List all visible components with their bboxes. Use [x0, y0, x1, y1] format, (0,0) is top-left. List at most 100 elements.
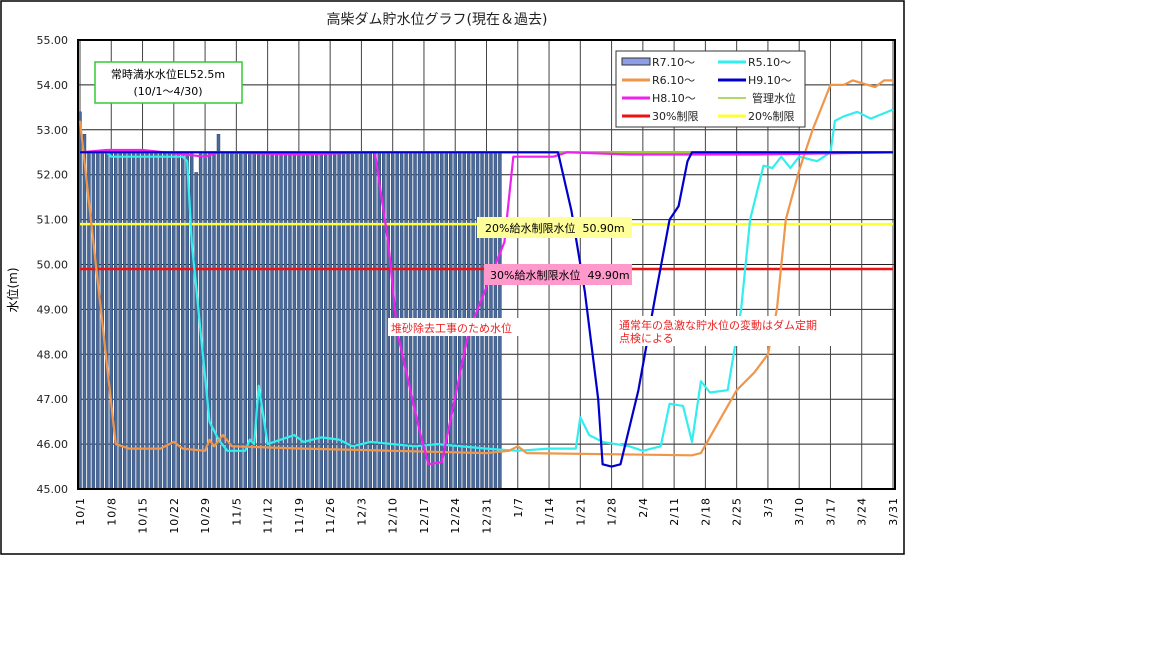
x-tick-label: 10/1 — [74, 497, 87, 526]
bar — [105, 152, 109, 490]
x-tick-label: 2/25 — [731, 497, 744, 526]
limit20-annotation: 20%給水制限水位 50.90m — [477, 217, 632, 238]
bar — [243, 152, 248, 490]
x-tick-label: 1/7 — [512, 497, 525, 518]
bar — [292, 152, 297, 490]
bar — [248, 152, 252, 490]
x-tick-label: 10/22 — [168, 497, 181, 534]
x-tick-label: 3/10 — [793, 497, 806, 526]
y-tick-label: 50.00 — [37, 259, 69, 272]
y-tick-label: 55.00 — [37, 34, 69, 47]
series-line-2 — [78, 79, 893, 457]
legend-label: R6.10～ — [652, 74, 695, 87]
legend-label: 20%制限 — [748, 110, 794, 123]
limit20-label: 20%給水制限水位 50.90m — [485, 221, 625, 235]
full-level-line1: 常時満水水位EL52.5m — [111, 67, 225, 81]
limit30-label: 30%給水制限水位 49.90m — [490, 268, 630, 282]
legend-swatch-bar — [621, 57, 651, 66]
x-tick-label: 2/4 — [637, 497, 650, 518]
sediment-note-text: 堆砂除去工事のため水位 — [391, 321, 512, 335]
bar — [149, 152, 154, 490]
bar — [373, 152, 377, 490]
x-tick-label: 10/29 — [199, 497, 212, 534]
bar — [176, 152, 180, 490]
inspection-note-line2: 点検による — [619, 331, 674, 345]
bar — [189, 152, 194, 490]
x-tick-label: 3/17 — [824, 497, 837, 526]
bar — [350, 152, 355, 490]
y-tick-label: 46.00 — [37, 438, 69, 451]
x-tick-label: 2/11 — [668, 497, 681, 526]
y-tick-label: 45.00 — [37, 483, 69, 496]
legend-label: 30%制限 — [652, 110, 698, 123]
bar — [270, 152, 274, 490]
bar — [163, 152, 167, 490]
chart-title: 高柴ダム貯水位グラフ(現在＆過去) — [327, 11, 548, 28]
bar — [288, 152, 292, 490]
bar — [91, 152, 96, 490]
bar — [158, 152, 163, 490]
bar — [368, 152, 373, 490]
x-tick-label: 11/5 — [230, 497, 243, 526]
bar — [234, 152, 239, 490]
bar — [109, 152, 113, 490]
y-tick-label: 53.00 — [37, 124, 69, 137]
bar — [167, 152, 172, 490]
bar — [306, 152, 310, 490]
bar — [261, 152, 265, 490]
x-tick-label: 10/8 — [105, 497, 118, 526]
full-level-line2: (10/1～4/30) — [134, 85, 203, 98]
bar — [154, 152, 158, 490]
inspection-note-line1: 通常年の急激な貯水位の変動はダム定期 — [619, 318, 817, 332]
bar — [341, 152, 346, 490]
legend-label: R7.10～ — [652, 56, 695, 69]
bar — [82, 134, 87, 490]
full-level-annotation: 常時満水水位EL52.5m (10/1～4/30) — [94, 61, 243, 104]
bar — [359, 152, 364, 490]
bar-series-r7 — [78, 111, 502, 490]
y-tick-label: 47.00 — [37, 393, 69, 406]
bar — [127, 152, 131, 490]
x-axis-ticks: 10/1 10/8 10/15 10/22 10/29 11/5 11/12 11/19 11/… — [74, 497, 900, 534]
bar — [118, 152, 122, 490]
legend-label: H9.10～ — [748, 74, 792, 87]
x-tick-label: 12/24 — [449, 497, 462, 534]
bar — [364, 152, 368, 490]
bar — [301, 152, 306, 490]
limit30-annotation: 30%給水制限水位 49.90m — [484, 264, 632, 285]
x-tick-label: 11/12 — [262, 497, 275, 534]
x-tick-label: 1/14 — [543, 497, 556, 526]
bar — [96, 152, 100, 490]
plot-border — [77, 39, 896, 490]
y-tick-label: 52.00 — [37, 169, 69, 182]
bar — [122, 152, 127, 490]
bar — [256, 152, 261, 490]
x-tick-label: 12/31 — [481, 497, 494, 534]
x-tick-label: 3/3 — [762, 497, 775, 518]
x-tick-label: 3/31 — [887, 497, 900, 526]
bar — [181, 152, 185, 490]
x-tick-label: 11/26 — [324, 497, 337, 534]
bar — [212, 152, 216, 490]
x-tick-label: 12/10 — [387, 497, 400, 534]
bar — [230, 152, 234, 490]
inspection-note: 通常年の急激な貯水位の変動はダム定期 点検による — [616, 316, 838, 346]
x-tick-label: 12/3 — [355, 497, 368, 526]
series-line-4 — [79, 148, 894, 466]
bar — [355, 152, 359, 490]
bar — [172, 152, 176, 490]
y-tick-label: 48.00 — [37, 348, 69, 361]
x-tick-label: 1/21 — [574, 497, 587, 526]
y-axis-label: 水位(m) — [5, 267, 20, 312]
y-tick-label: 49.00 — [37, 303, 69, 316]
bar — [145, 152, 149, 490]
bar — [377, 152, 382, 490]
series-line-1 — [80, 108, 894, 452]
x-tick-label: 12/17 — [418, 497, 431, 534]
x-tick-label: 3/24 — [856, 497, 869, 526]
bar — [136, 152, 140, 490]
x-tick-label: 1/28 — [606, 497, 619, 526]
y-axis-ticks: 45.00 46.00 47.00 48.00 49.00 50.00 51.00 52.00… — [37, 34, 69, 496]
bar — [194, 172, 198, 490]
